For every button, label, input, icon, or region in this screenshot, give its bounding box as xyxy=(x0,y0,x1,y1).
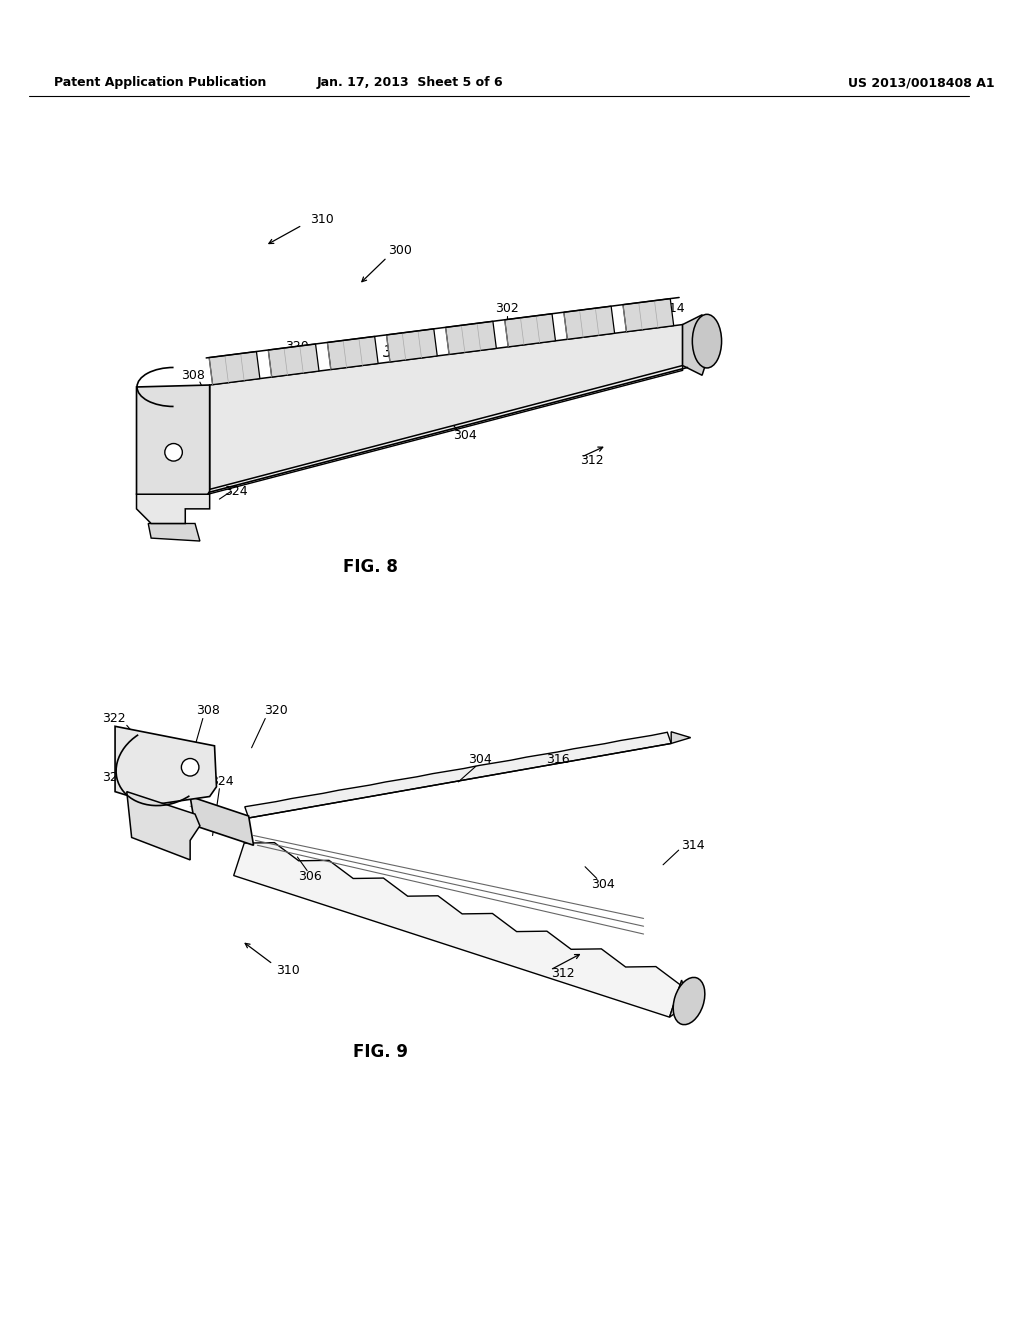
Polygon shape xyxy=(190,796,254,845)
Ellipse shape xyxy=(692,314,722,368)
Polygon shape xyxy=(683,314,712,375)
Polygon shape xyxy=(209,351,260,384)
Text: 314: 314 xyxy=(662,302,685,315)
Text: 308: 308 xyxy=(181,368,205,381)
Polygon shape xyxy=(148,524,200,541)
Polygon shape xyxy=(136,494,210,524)
Text: 304: 304 xyxy=(591,878,614,891)
Polygon shape xyxy=(233,842,680,1018)
Ellipse shape xyxy=(673,977,705,1024)
Text: 312: 312 xyxy=(551,968,574,981)
Text: 304: 304 xyxy=(468,752,492,766)
Text: 304: 304 xyxy=(454,429,477,442)
Text: FIG. 8: FIG. 8 xyxy=(343,558,398,577)
Text: 320: 320 xyxy=(286,339,309,352)
Polygon shape xyxy=(671,731,690,743)
Text: 326: 326 xyxy=(139,484,163,498)
Text: 312: 312 xyxy=(581,454,604,466)
Text: 320: 320 xyxy=(264,704,288,717)
Text: 324: 324 xyxy=(224,484,248,498)
Polygon shape xyxy=(136,385,210,506)
Text: 308: 308 xyxy=(196,704,219,717)
Text: Jan. 17, 2013  Sheet 5 of 6: Jan. 17, 2013 Sheet 5 of 6 xyxy=(316,77,503,90)
Polygon shape xyxy=(268,345,319,378)
Polygon shape xyxy=(505,314,555,347)
Text: 300: 300 xyxy=(388,244,412,257)
Text: 316: 316 xyxy=(546,752,569,766)
Polygon shape xyxy=(386,329,437,362)
Polygon shape xyxy=(115,726,216,804)
Polygon shape xyxy=(623,298,674,331)
Text: 326: 326 xyxy=(102,771,126,784)
Text: FIG. 9: FIG. 9 xyxy=(353,1043,408,1061)
Text: 322: 322 xyxy=(139,455,163,469)
Polygon shape xyxy=(564,306,614,339)
Text: 314: 314 xyxy=(681,838,705,851)
Text: 310: 310 xyxy=(310,213,334,226)
Text: 322: 322 xyxy=(102,711,126,725)
Polygon shape xyxy=(670,979,689,1018)
Polygon shape xyxy=(328,337,378,370)
Text: 324: 324 xyxy=(211,775,234,788)
Text: 306: 306 xyxy=(298,870,322,883)
Polygon shape xyxy=(210,325,683,490)
Ellipse shape xyxy=(165,444,182,461)
Polygon shape xyxy=(171,355,683,504)
Text: 316: 316 xyxy=(383,346,413,360)
Polygon shape xyxy=(445,321,497,354)
Text: 302: 302 xyxy=(496,302,519,315)
Text: US 2013/0018408 A1: US 2013/0018408 A1 xyxy=(848,77,995,90)
Polygon shape xyxy=(245,733,671,818)
Text: Patent Application Publication: Patent Application Publication xyxy=(53,77,266,90)
Ellipse shape xyxy=(181,759,199,776)
Text: 310: 310 xyxy=(275,964,300,977)
Polygon shape xyxy=(127,792,200,859)
